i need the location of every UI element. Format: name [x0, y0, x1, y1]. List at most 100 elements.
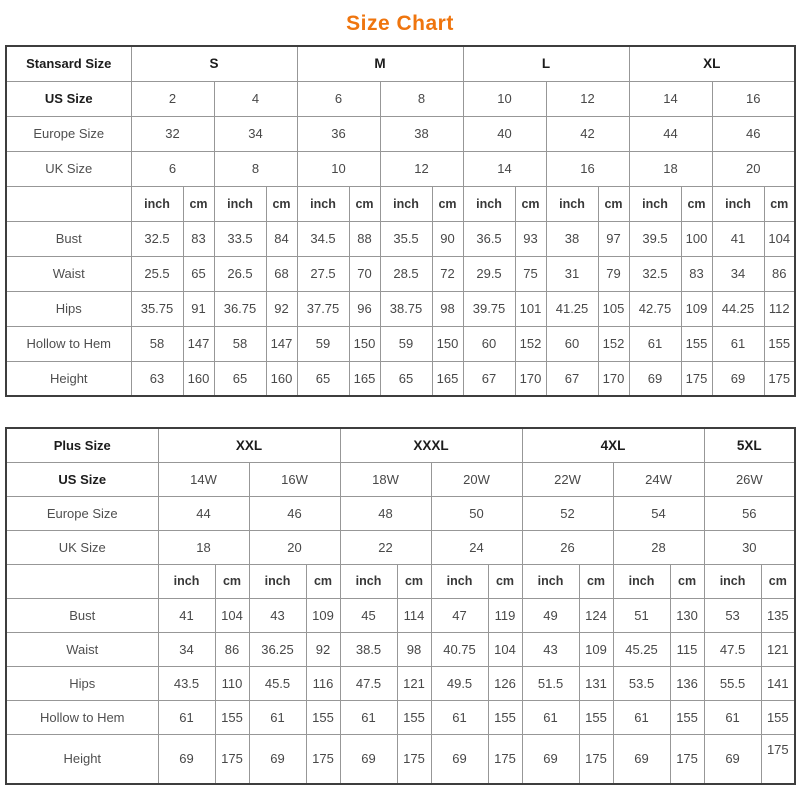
size-group-header: M	[296, 45, 464, 82]
row-label: US Size	[5, 80, 132, 117]
size-value-cell: 10	[296, 150, 381, 187]
measure-value-cell: 130	[669, 597, 705, 633]
measure-value-cell: 53.5	[612, 665, 671, 701]
size-value-cell: 16	[711, 80, 796, 117]
row-label: Hollow to Hem	[5, 325, 132, 362]
measure-value-cell: 67	[462, 360, 516, 397]
size-value-cell: 34	[213, 115, 298, 152]
measure-value-cell: 98	[396, 631, 432, 667]
unit-header-cm: cm	[760, 563, 796, 599]
measure-value-cell: 65	[296, 360, 350, 397]
measure-value-cell: 38	[545, 220, 599, 257]
measure-value-cell: 165	[348, 360, 381, 397]
measure-value-cell: 147	[265, 325, 298, 362]
row-label: Height	[5, 360, 132, 397]
measure-value-cell: 105	[597, 290, 630, 327]
measure-value-cell: 27.5	[296, 255, 350, 292]
unit-header-cm: cm	[578, 563, 614, 599]
measure-value-cell: 104	[487, 631, 523, 667]
standard-size-table: Stansard Size S M L XL US Size 2 4 6 8 10 12 14 16 Eur…	[5, 45, 797, 397]
measure-value-cell: 155	[487, 699, 523, 735]
measure-value-cell: 36.25	[248, 631, 307, 667]
size-value-cell: 24W	[612, 461, 705, 497]
measure-value-cell: 84	[265, 220, 298, 257]
measure-value-cell: 175	[305, 733, 341, 785]
measure-value-cell: 69	[703, 733, 762, 785]
unit-header-inch: inch	[379, 185, 433, 222]
unit-header-inch: inch	[296, 185, 350, 222]
measure-value-cell: 36.75	[213, 290, 267, 327]
measure-value-cell: 43	[248, 597, 307, 633]
size-value-cell: 44	[628, 115, 713, 152]
measure-value-cell: 170	[597, 360, 630, 397]
measure-value-cell: 35.75	[130, 290, 184, 327]
measure-value-cell: 34	[157, 631, 216, 667]
size-value-cell: 8	[213, 150, 298, 187]
unit-header-inch: inch	[213, 185, 267, 222]
measure-value-cell: 29.5	[462, 255, 516, 292]
size-value-cell: 18	[628, 150, 713, 187]
measure-value-cell: 61	[430, 699, 489, 735]
measure-value-cell: 109	[305, 597, 341, 633]
measure-value-cell: 175	[763, 360, 796, 397]
measure-value-cell: 55.5	[703, 665, 762, 701]
measure-value-cell: 25.5	[130, 255, 184, 292]
measure-value-cell: 121	[396, 665, 432, 701]
measure-value-cell: 38.5	[339, 631, 398, 667]
unit-header-inch: inch	[628, 185, 682, 222]
unit-header-cm: cm	[396, 563, 432, 599]
unit-header-inch: inch	[711, 185, 765, 222]
row-label: Hollow to Hem	[5, 699, 159, 735]
row-label: Hips	[5, 290, 132, 327]
measure-value-cell: 150	[348, 325, 381, 362]
measure-value-cell: 97	[597, 220, 630, 257]
table-corner-label: Plus Size	[5, 427, 159, 463]
measure-value-cell: 155	[305, 699, 341, 735]
measure-value-cell: 51	[612, 597, 671, 633]
measure-value-cell: 63	[130, 360, 184, 397]
unit-header-inch: inch	[612, 563, 671, 599]
measure-value-cell: 93	[514, 220, 547, 257]
measure-value-cell: 34	[711, 255, 765, 292]
measure-value-cell: 39.75	[462, 290, 516, 327]
size-value-cell: 52	[521, 495, 614, 531]
unit-header-cm: cm	[305, 563, 341, 599]
measure-value-cell: 170	[514, 360, 547, 397]
measure-value-cell: 101	[514, 290, 547, 327]
measure-value-cell: 45	[339, 597, 398, 633]
plus-size-table: Plus Size XXL XXXL 4XL 5XL US Size 14W 16W 18W 20…	[5, 427, 797, 785]
measure-value-cell: 124	[578, 597, 614, 633]
row-label: UK Size	[5, 150, 132, 187]
size-value-cell: 38	[379, 115, 464, 152]
unit-header-cm: cm	[763, 185, 796, 222]
measure-value-cell: 155	[669, 699, 705, 735]
size-value-cell: 18	[157, 529, 250, 565]
unit-header-cm: cm	[597, 185, 630, 222]
measure-value-cell: 92	[305, 631, 341, 667]
size-group-header: S	[130, 45, 298, 82]
unit-header-inch: inch	[248, 563, 307, 599]
measure-value-cell: 61	[628, 325, 682, 362]
size-value-cell: 50	[430, 495, 523, 531]
size-value-cell: 24	[430, 529, 523, 565]
measure-value-cell: 98	[431, 290, 464, 327]
row-label: Hips	[5, 665, 159, 701]
measure-value-cell: 49.5	[430, 665, 489, 701]
size-value-cell: 6	[130, 150, 215, 187]
measure-value-cell: 35.5	[379, 220, 433, 257]
size-value-cell: 40	[462, 115, 547, 152]
size-group-header: 5XL	[703, 427, 796, 463]
unit-header-inch: inch	[545, 185, 599, 222]
row-label: Height	[5, 733, 159, 785]
measure-value-cell: 90	[431, 220, 464, 257]
measure-value-cell: 160	[182, 360, 215, 397]
measure-value-cell: 36.5	[462, 220, 516, 257]
measure-value-cell: 86	[214, 631, 250, 667]
row-label: Waist	[5, 255, 132, 292]
row-label: Bust	[5, 597, 159, 633]
size-group-header: XL	[628, 45, 796, 82]
measure-value-cell: 45.25	[612, 631, 671, 667]
measure-value-cell: 141	[760, 665, 796, 701]
measure-value-cell: 165	[431, 360, 464, 397]
measure-value-cell: 110	[214, 665, 250, 701]
